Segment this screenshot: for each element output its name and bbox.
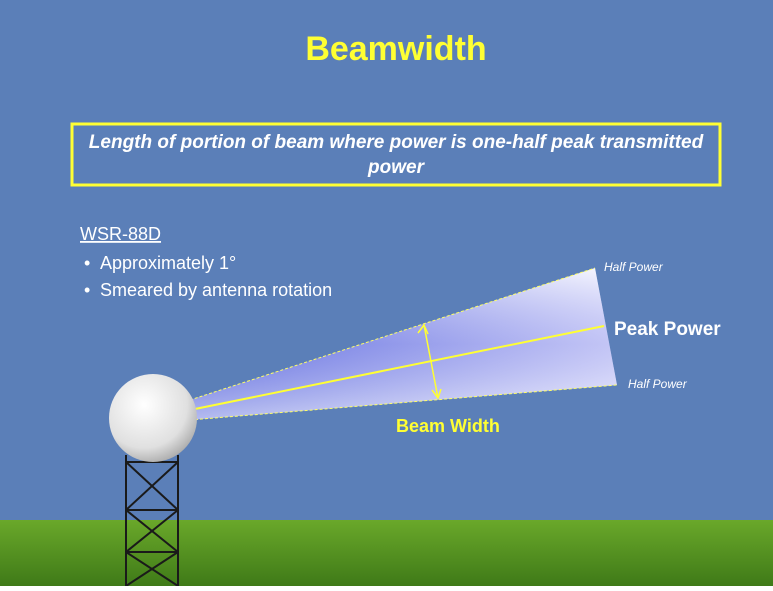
beam-width-label: Beam Width	[396, 416, 500, 436]
half-power-label: Half Power	[604, 260, 664, 274]
definition-wrap: Length of portion of beam where power is…	[78, 127, 714, 183]
bullet-dot: •	[84, 253, 90, 273]
radome	[109, 374, 197, 462]
grass	[0, 520, 773, 586]
bullet: Smeared by antenna rotation	[100, 280, 332, 300]
definition: Length of portion of beam where power is…	[78, 127, 714, 180]
slide: Beamwidth Length of portion of beam wher…	[0, 0, 773, 586]
bullet-dot: •	[84, 280, 90, 300]
bullet: Approximately 1°	[100, 253, 236, 273]
title: Beamwidth	[305, 30, 486, 68]
half-power-label: Half Power	[628, 377, 688, 391]
peak-power-label: Peak Power	[614, 319, 721, 340]
radar-name: WSR-88D	[80, 224, 161, 244]
